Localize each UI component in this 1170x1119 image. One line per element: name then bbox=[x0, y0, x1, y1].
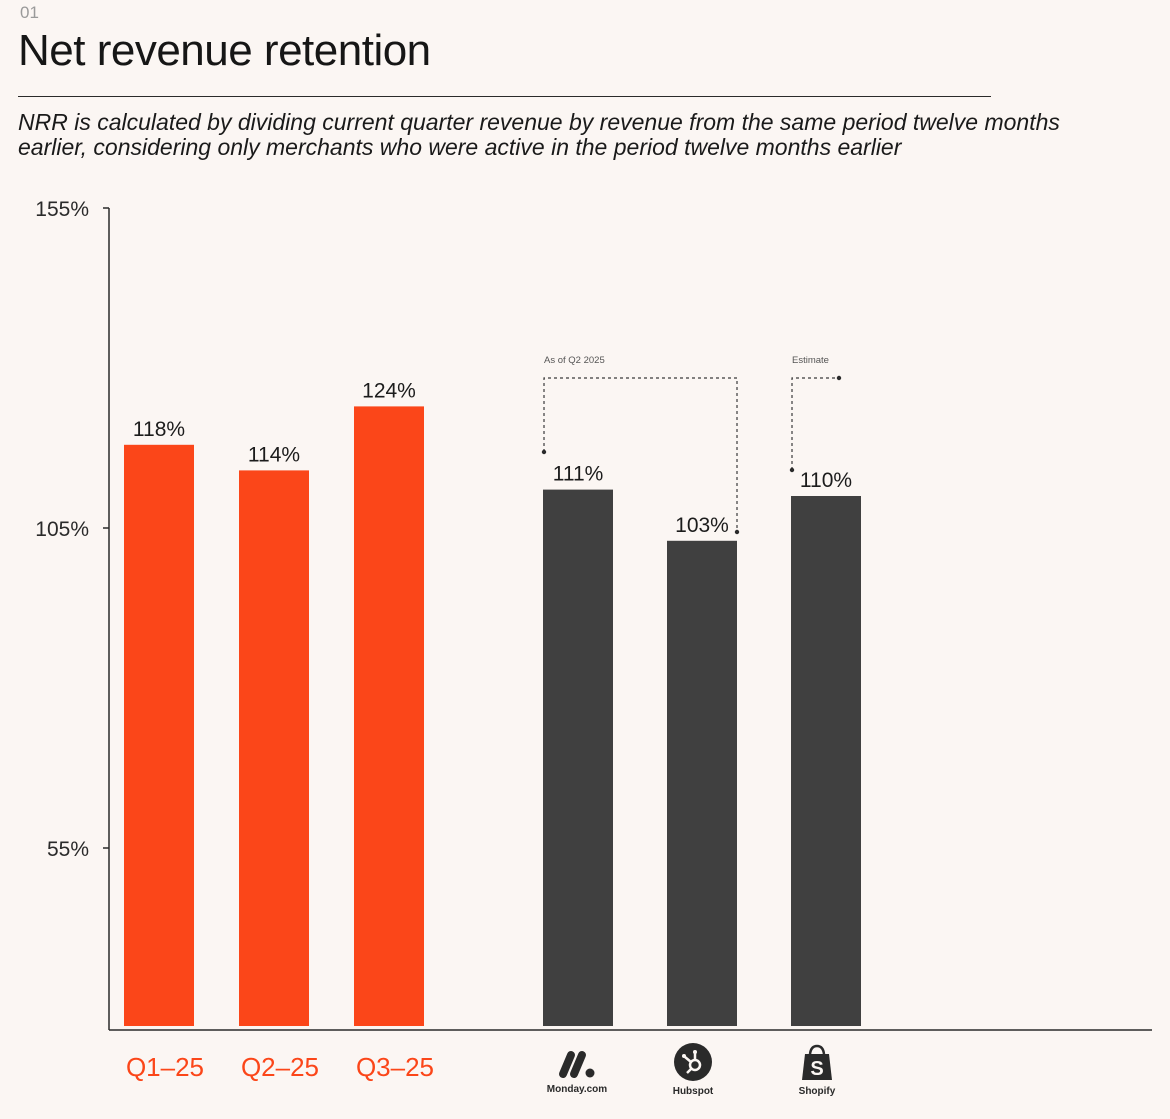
bar bbox=[667, 540, 737, 1026]
bar bbox=[791, 496, 861, 1026]
bar-value-label: 114% bbox=[248, 443, 300, 466]
annotation-dot bbox=[789, 467, 795, 473]
bar-value-label: 124% bbox=[362, 379, 416, 402]
monday-logo-icon bbox=[559, 1051, 595, 1078]
page-title: Net revenue retention bbox=[18, 26, 431, 75]
y-tick-label: 55% bbox=[47, 838, 89, 861]
x-tick-label: Q2–25 bbox=[241, 1052, 319, 1082]
y-tick-label: 155% bbox=[35, 198, 89, 221]
annotation-dot bbox=[836, 375, 842, 381]
svg-text:S: S bbox=[810, 1058, 823, 1080]
bar-value-label: 118% bbox=[133, 418, 185, 441]
annotation-bracket bbox=[791, 377, 839, 470]
bar-value-label: 111% bbox=[553, 463, 604, 486]
bar bbox=[239, 470, 309, 1026]
section-number: 01 bbox=[20, 3, 39, 22]
brand-monday: Monday.com bbox=[527, 1046, 627, 1095]
annotation-bracket bbox=[543, 377, 738, 532]
title-divider bbox=[18, 96, 991, 97]
annotation-dot bbox=[734, 529, 740, 535]
hubspot-logo-icon bbox=[674, 1043, 712, 1081]
y-tick-label: 105% bbox=[35, 518, 89, 541]
brand-label-shopify: Shopify bbox=[798, 1086, 836, 1097]
shopify-logo-icon: S bbox=[802, 1044, 832, 1080]
chart-subtitle: NRR is calculated by dividing current qu… bbox=[18, 109, 1060, 160]
bar bbox=[354, 406, 424, 1026]
annotation-label: Estimate bbox=[792, 355, 829, 366]
brand-shopify: S Shopify bbox=[767, 1042, 867, 1097]
x-tick-label: Q1–25 bbox=[126, 1052, 204, 1082]
annotation-label: As of Q2 2025 bbox=[544, 355, 605, 366]
brand-hubspot: Hubspot bbox=[643, 1042, 743, 1097]
brand-label-hubspot: Hubspot bbox=[672, 1086, 714, 1097]
bar-value-label: 110% bbox=[800, 469, 852, 492]
x-tick-label: Q3–25 bbox=[356, 1052, 434, 1082]
bar-value-label: 103% bbox=[675, 514, 729, 537]
bar bbox=[543, 489, 613, 1027]
bar bbox=[124, 444, 194, 1026]
annotation-dot bbox=[541, 449, 547, 455]
brand-label-monday: Monday.com bbox=[546, 1084, 608, 1095]
